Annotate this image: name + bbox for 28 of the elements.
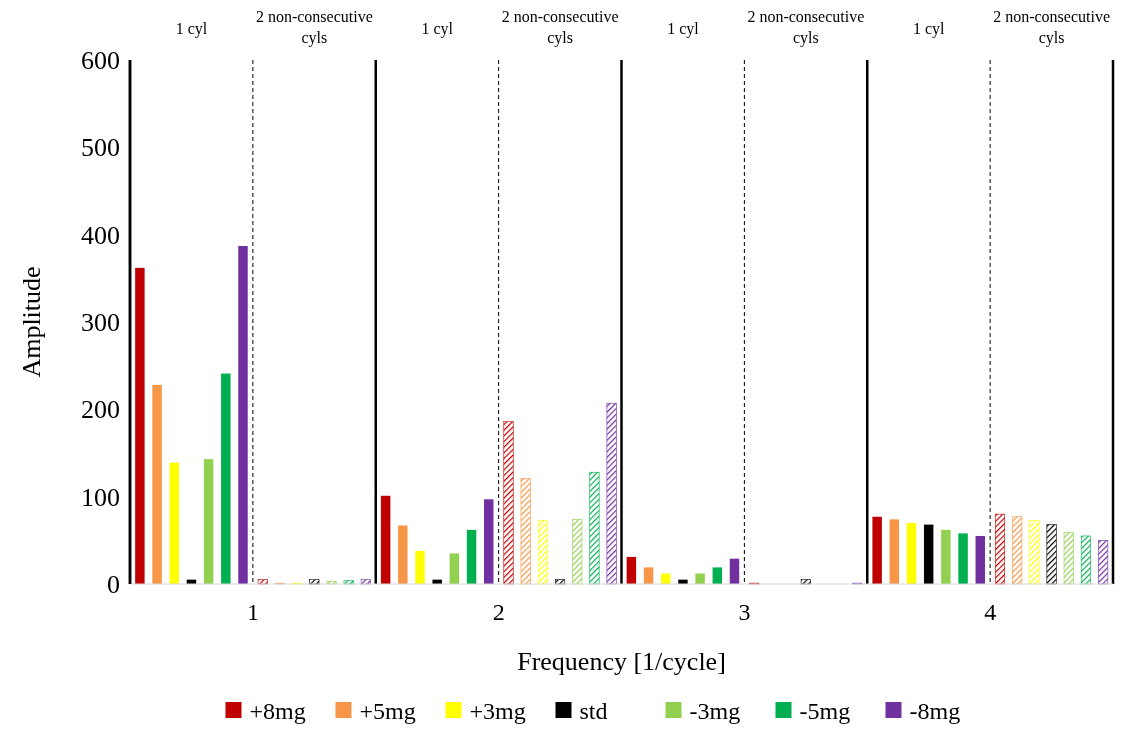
text: 2 non-consecutive cyls [747, 8, 865, 47]
text: 1 cyl [175, 20, 208, 38]
x-tick-label: 2 [492, 599, 505, 625]
legend-label: -3mg [689, 698, 741, 725]
y-tick-label: 500 [81, 133, 120, 163]
text: 2 non-consecutive cyls [993, 8, 1110, 47]
text: 1 cyl [421, 20, 454, 38]
x-axis-title: Frequency [1/cycle] [517, 647, 726, 676]
y-tick-label: 400 [81, 220, 120, 250]
x-tick-label: 3 [738, 599, 751, 625]
y-tick-label: 600 [81, 46, 120, 76]
legend-label: +8mg [249, 698, 306, 725]
text: 2 non-consecutive cyls [255, 8, 373, 47]
y-tick-label: 100 [81, 482, 120, 512]
legend-label: -8mg [909, 698, 961, 725]
y-tick-label: 200 [81, 395, 120, 425]
y-tick-label: 0 [107, 570, 120, 600]
y-tick-label: 300 [81, 308, 120, 338]
legend-label: std [579, 698, 608, 725]
text: 2 non-consecutive cyls [501, 8, 619, 47]
legend-label: +5mg [359, 698, 416, 725]
x-tick-label: 4 [984, 599, 997, 625]
text: 1 cyl [667, 20, 700, 38]
x-tick-label: 1 [246, 599, 259, 625]
legend-label: -5mg [799, 698, 851, 725]
legend-label: +3mg [469, 698, 526, 725]
text: 1 cyl [912, 20, 946, 38]
y-axis-title: Amplitude [17, 266, 46, 378]
